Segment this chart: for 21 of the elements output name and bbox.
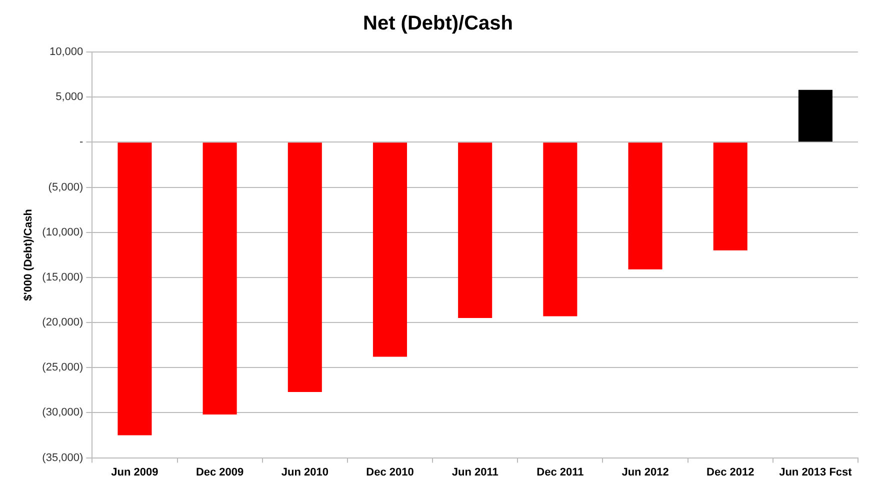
y-tick-label: (15,000)	[42, 271, 84, 284]
x-tick-label: Jun 2011	[452, 466, 498, 478]
y-tick-label: 5,000	[56, 91, 84, 104]
y-tick-label: (30,000)	[42, 406, 84, 419]
y-tick-label: (25,000)	[42, 362, 84, 374]
y-tick-label: (35,000)	[42, 452, 84, 464]
x-tick-label: Dec 2012	[706, 466, 754, 478]
x-tick-label: Dec 2009	[196, 466, 244, 478]
x-tick-label: Jun 2010	[281, 466, 328, 478]
y-axis-title: $'000 (Debt)/Cash	[22, 208, 35, 301]
y-tick-label: (10,000)	[42, 226, 84, 238]
y-tick-label: -	[80, 136, 84, 148]
chart-title: Net (Debt)/Cash	[362, 12, 514, 35]
x-tick-label: Dec 2011	[536, 466, 584, 478]
x-tick-label: Jun 2012	[622, 466, 669, 478]
y-tick-label: (20,000)	[42, 316, 84, 329]
y-tick-label: (5,000)	[48, 181, 84, 194]
x-tick-label: Jun 2009	[111, 466, 158, 478]
y-tick-label: 10,000	[50, 46, 84, 58]
x-tick-label: Jun 2013 Fcst	[779, 466, 852, 478]
x-tick-label: Dec 2010	[366, 466, 414, 478]
